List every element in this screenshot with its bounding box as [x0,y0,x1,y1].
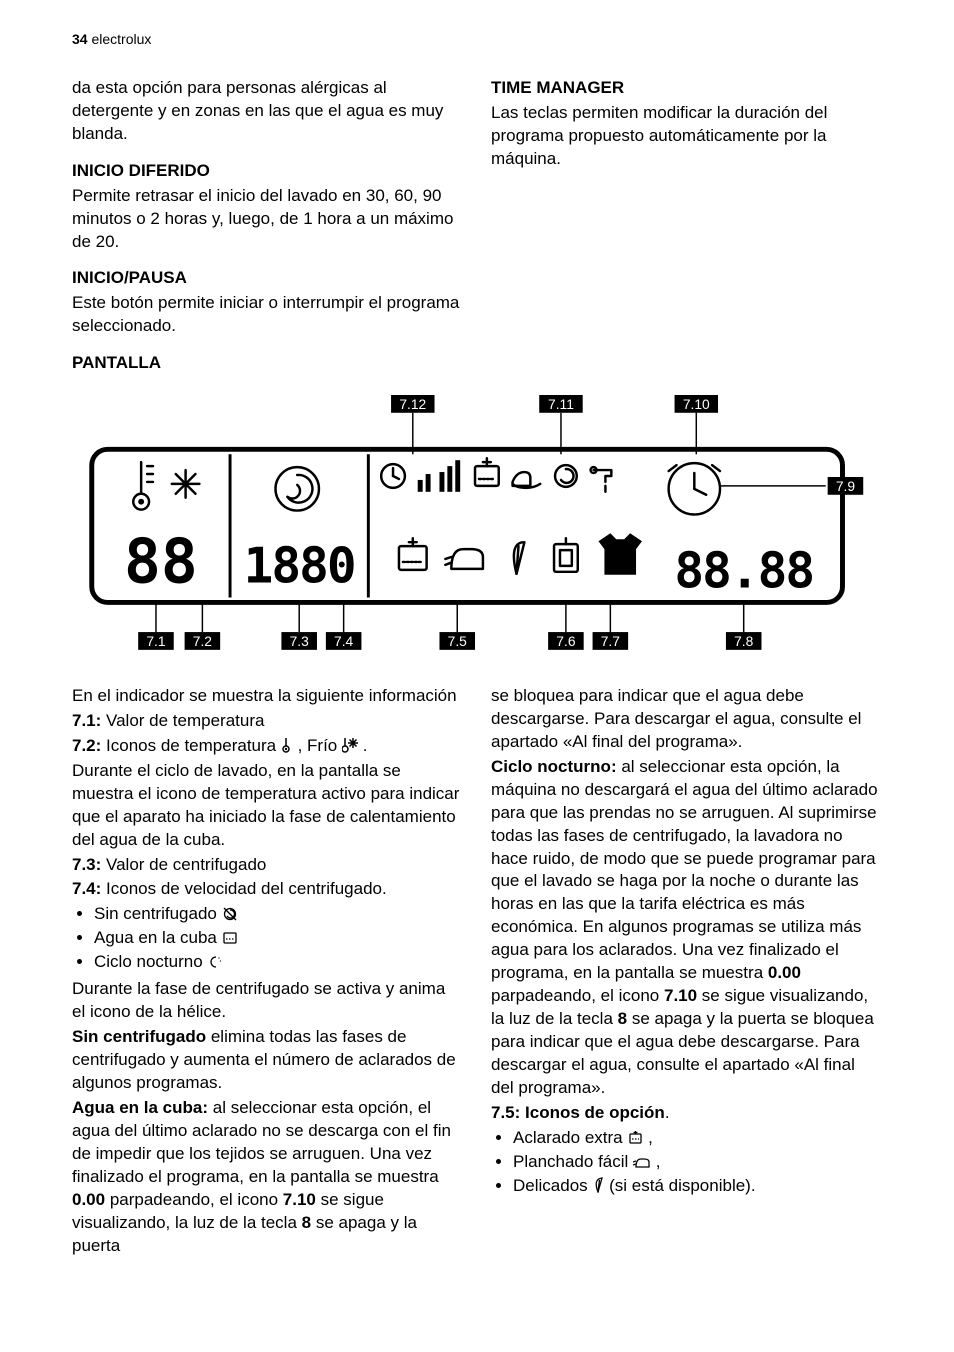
disp-temp-section: 88 [124,462,199,598]
spiral-small-icon [555,465,577,487]
callout-7-5: 7.5 [439,605,475,650]
page-brand: electrolux [91,31,151,47]
clock-small-icon [381,464,405,488]
p75: 7.5: Iconos de opción. [491,1102,882,1125]
callout-7-2: 7.2 [185,605,221,650]
svg-text:7.5: 7.5 [448,633,468,649]
disp-intro: En el indicador se muestra la siguiente … [72,685,463,708]
li-feather: Delicados (si está disponible). [513,1175,882,1198]
svg-text:7.6: 7.6 [556,633,576,649]
callout-7-10: 7.10 [675,395,718,454]
callout-7-11: 7.11 [539,395,582,454]
callout-7-12: 7.12 [391,395,434,454]
svg-text:7.10: 7.10 [683,396,710,412]
svg-text:7.8: 7.8 [734,633,754,649]
callout-7-4: 7.4 [326,605,362,650]
svg-text:7.4: 7.4 [334,633,354,649]
li-iron: Planchado fácil , [513,1151,882,1174]
li-tub: Agua en la cuba [94,927,463,950]
door-icon [554,538,578,572]
seg-1880: 1880 [244,537,355,595]
li-rinse: Aclarado extra , [513,1127,882,1150]
spiral-icon [275,467,318,510]
rinse-plus-icon-2 [399,538,427,570]
lower-col-left: En el indicador se muestra la siguiente … [72,685,463,1260]
display-diagram: 7.12 7.11 7.10 [72,395,882,659]
page-header: 34 electrolux [72,30,882,49]
heading-inicio-pausa: INICIO/PAUSA [72,267,463,290]
li-nospin: Sin centrifugado [94,903,463,926]
clock-big-icon [669,463,720,514]
body-inicio-pausa: Este botón permite iniciar o interrumpir… [72,292,463,338]
callout-7-8: 7.8 [726,605,762,650]
callout-7-7: 7.7 [593,605,629,650]
disp-main-section: 88.88 [381,458,826,599]
top-columns: da esta opción para personas alérgicas a… [72,77,882,377]
rinse-inline-icon [627,1131,643,1145]
p-agua-en-cuba: Agua en la cuba: al seleccionar esta opc… [72,1097,463,1258]
moon-inline-icon [207,955,223,969]
svg-text:7.7: 7.7 [601,633,620,649]
tub-inline-icon [222,931,238,945]
faucet-icon [591,467,612,492]
heading-time-manager: TIME MANAGER [491,77,882,100]
top-col-right: TIME MANAGER Las teclas permiten modific… [491,77,882,377]
top-col-left: da esta opción para personas alérgicas a… [72,77,463,377]
p71: 7.1: Valor de temperatura [72,710,463,733]
p72-desc: Durante el ciclo de lavado, en la pantal… [72,760,463,852]
list-74: Sin centrifugado Agua en la cuba Ciclo n… [72,903,463,974]
lower-col-right: se bloquea para indicar que el agua debe… [491,685,882,1260]
svg-text:7.9: 7.9 [836,478,856,494]
snowflake-icon [172,470,200,498]
svg-text:7.11: 7.11 [548,396,574,412]
p72: 7.2: Iconos de temperatura , Frío . [72,735,463,758]
snowflake-inline-icon [342,737,358,753]
callout-7-6: 7.6 [548,605,584,650]
feather-icon [514,542,525,574]
level-bars-icon [418,460,460,492]
body-time-manager: Las teclas permiten modificar la duració… [491,102,882,171]
page-number: 34 [72,31,88,47]
svg-text:7.2: 7.2 [193,633,212,649]
svg-text:7.3: 7.3 [290,633,310,649]
disp-spin-section: 1880 [244,467,355,595]
callout-7-1: 7.1 [138,605,174,650]
callout-7-3: 7.3 [281,605,317,650]
display-svg: 7.12 7.11 7.10 [72,395,882,652]
thermometer-icon [133,462,153,509]
list-75: Aclarado extra , Planchado fácil , Delic… [491,1127,882,1198]
iron-icon [445,549,483,569]
shirt-icon [598,533,641,574]
rinse-plus-icon [475,458,499,486]
callouts-top: 7.12 7.11 7.10 [391,395,718,454]
lower-columns: En el indicador se muestra la siguiente … [72,685,882,1260]
p74: 7.4: Iconos de velocidad del centrifugad… [72,878,463,901]
thermometer-inline-icon [281,737,293,753]
p73: 7.3: Valor de centrifugado [72,854,463,877]
heading-pantalla: PANTALLA [72,352,463,375]
svg-text:7.1: 7.1 [146,633,165,649]
callout-7-9: 7.9 [828,477,864,495]
p-right-top: se bloquea para indicar que el agua debe… [491,685,882,754]
bottom-icons-row [399,533,642,574]
p74-desc: Durante la fase de centrifugado se activ… [72,978,463,1024]
seg-88: 88 [124,527,198,598]
top-icons-row [381,458,611,492]
li-moon: Ciclo nocturno [94,951,463,974]
nospin-inline-icon [222,907,238,921]
feather-inline-icon [592,1177,604,1193]
heading-inicio-diferido: INICIO DIFERIDO [72,160,463,183]
p-ciclo-nocturno: Ciclo nocturno: al seleccionar esta opci… [491,756,882,1100]
callouts-bottom: 7.1 7.2 7.3 7.4 7.5 7.6 [138,605,761,650]
p-sin-centrifugado: Sin centrifugado elimina todas las fases… [72,1026,463,1095]
handwash-icon [513,472,541,488]
iron-inline-icon [633,1157,651,1169]
intro-para: da esta opción para personas alérgicas a… [72,77,463,146]
body-inicio-diferido: Permite retrasar el inicio del lavado en… [72,185,463,254]
seg-8888: 88.88 [674,542,813,600]
svg-text:7.12: 7.12 [399,396,426,412]
